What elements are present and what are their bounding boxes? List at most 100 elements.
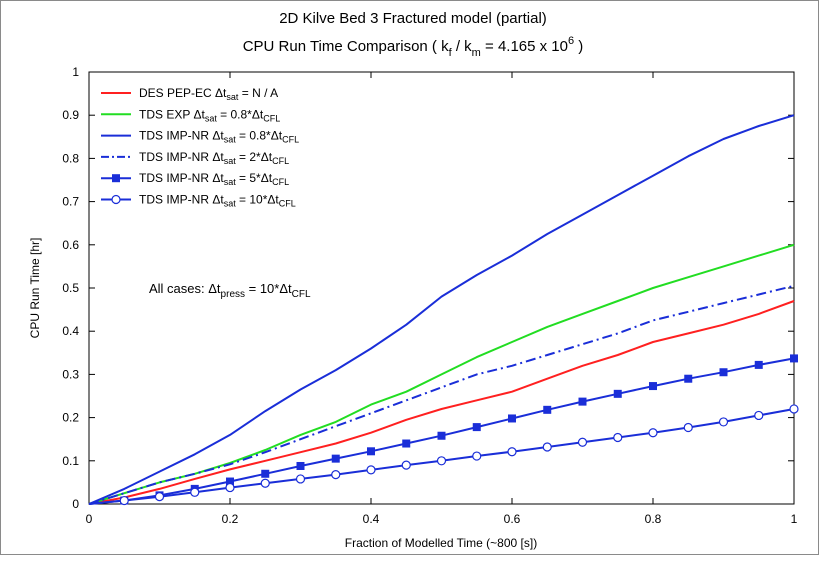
annotation-prefix: All cases: Δt [149, 281, 221, 296]
series-marker-square [613, 389, 622, 398]
series-marker-circle [577, 437, 588, 447]
series-marker-square [472, 423, 481, 432]
series-marker-square [367, 447, 375, 456]
legend-label-prefix: TDS IMP-NR Δt [139, 129, 224, 143]
series-marker-square [402, 439, 411, 448]
y-tick-label: 0.5 [62, 281, 79, 295]
series-marker-circle [648, 428, 658, 438]
legend-label-rest: = 10*Δt [236, 193, 280, 207]
title-text-c: = 4.165 x 10 [481, 38, 568, 55]
legend-label-rest: = 0.8*Δt [217, 107, 264, 121]
y-tick-label: 0.7 [62, 195, 79, 209]
title-text-a: CPU Run Time Comparison ( k [243, 38, 449, 55]
series-marker-circle [718, 417, 729, 427]
x-axis-label: Fraction of Modelled Time (~800 [s]) [345, 536, 537, 550]
series-marker-square [226, 477, 234, 486]
series-marker-circle [366, 465, 376, 475]
legend-label-rest: = 2*Δt [236, 150, 273, 164]
legend-marker-square [112, 174, 120, 183]
series-marker-square [543, 405, 552, 414]
legend-label-6: TDS IMP-NR Δtsat = 10*ΔtCFL [139, 193, 296, 209]
y-tick-label: 0.6 [62, 238, 79, 252]
series-marker-square [719, 368, 728, 377]
series-marker-circle [401, 460, 411, 470]
legend-label-4: TDS IMP-NR Δtsat = 2*ΔtCFL [139, 150, 289, 166]
title-sub-f: f [449, 47, 453, 59]
legend-label-3: TDS IMP-NR Δtsat = 0.8*ΔtCFL [139, 129, 299, 145]
title-text-b: / k [452, 38, 473, 55]
legend-label-sub2: CFL [263, 113, 280, 123]
series-marker-square [437, 431, 446, 440]
legend-label-sub2: CFL [272, 156, 289, 166]
y-tick-label: 0.1 [62, 454, 79, 468]
y-tick-label: 0.9 [62, 108, 79, 122]
axis-ticks: 0 0.2 0.4 0.6 0.8 1 0 0.1 0.2 0.3 0.4 0.5 0.6 0.7 0.8 0… [62, 65, 797, 526]
series-marker-square [684, 374, 693, 383]
series-marker-square [790, 354, 798, 363]
legend-label-sub: sat [224, 177, 237, 187]
legend-label-rest: = 5*Δt [236, 171, 273, 185]
legend-label-sub2: CFL [282, 135, 299, 145]
y-axis-label: CPU Run Time [hr] [28, 238, 42, 339]
legend-marker-circle [111, 194, 121, 205]
legend-label-prefix: DES PEP-EC Δt [139, 86, 227, 100]
x-tick-label: 0 [86, 512, 93, 526]
series-line-1 [88, 300, 795, 505]
annotation-mid: = 10*Δt [245, 281, 292, 296]
annotation-sub-cfl: CFL [292, 289, 311, 300]
series-marker-circle [119, 495, 129, 506]
legend-label-2: TDS EXP Δtsat = 0.8*ΔtCFL [139, 107, 280, 123]
y-tick-label: 1 [72, 65, 79, 79]
y-tick-label: 0.8 [62, 151, 79, 165]
series-marker-circle [683, 422, 693, 433]
x-tick-label: 0.2 [222, 512, 239, 526]
series-line-3 [88, 114, 795, 505]
legend-label-sub: sat [224, 135, 237, 145]
series-marker-circle [542, 442, 552, 452]
series-marker-square [261, 469, 270, 478]
title-sub-m: m [472, 47, 481, 59]
series-marker-square [296, 461, 305, 470]
legend-label-prefix: TDS IMP-NR Δt [139, 150, 224, 164]
x-tick-label: 1 [791, 512, 798, 526]
series-marker-square [508, 414, 516, 423]
series-marker-circle [507, 447, 517, 457]
series-marker-square [649, 382, 657, 391]
series-marker-circle [789, 404, 799, 414]
title-text-d: ) [574, 38, 583, 55]
annotation-sub-press: press [221, 289, 245, 300]
series-marker-circle [331, 470, 341, 480]
series-marker-circle [613, 432, 623, 443]
x-tick-label: 0.4 [363, 512, 380, 526]
series-line-4 [88, 284, 795, 505]
legend-label-prefix: TDS EXP Δt [139, 107, 205, 121]
x-tick-label: 0.8 [645, 512, 662, 526]
legend-label-sub: sat [205, 113, 218, 123]
legend-label-5: TDS IMP-NR Δtsat = 5*ΔtCFL [139, 171, 289, 187]
legend-label-sub: sat [224, 156, 237, 166]
series-marker-square [578, 397, 587, 406]
series-marker-circle [472, 451, 482, 461]
legend-label-1: DES PEP-EC Δtsat = N / A [139, 86, 278, 102]
annotation-all-cases: All cases: Δtpress = 10*ΔtCFL [149, 281, 311, 300]
series-marker-circle [295, 474, 306, 484]
legend-label-prefix: TDS IMP-NR Δt [139, 193, 224, 207]
series-marker-square [754, 360, 763, 369]
chart-title-line1: 2D Kilve Bed 3 Fractured model (partial) [279, 10, 547, 27]
legend-label-sub2: CFL [272, 177, 289, 187]
series-marker-circle [154, 492, 165, 502]
legend-label-rest: = 0.8*Δt [236, 129, 283, 143]
series-layer [88, 114, 799, 506]
legend-label-sub: sat [226, 92, 239, 102]
series-marker-circle [754, 410, 764, 421]
x-tick-label: 0.6 [504, 512, 521, 526]
y-tick-label: 0 [72, 497, 79, 511]
title-exp: 6 [568, 35, 574, 47]
chart-title-line2: CPU Run Time Comparison ( kf / km = 4.16… [243, 35, 584, 59]
legend-label-sub: sat [224, 199, 237, 209]
legend-label-sub2: CFL [279, 199, 296, 209]
series-marker-circle [260, 478, 270, 488]
legend-label-rest: = N / A [238, 86, 278, 100]
